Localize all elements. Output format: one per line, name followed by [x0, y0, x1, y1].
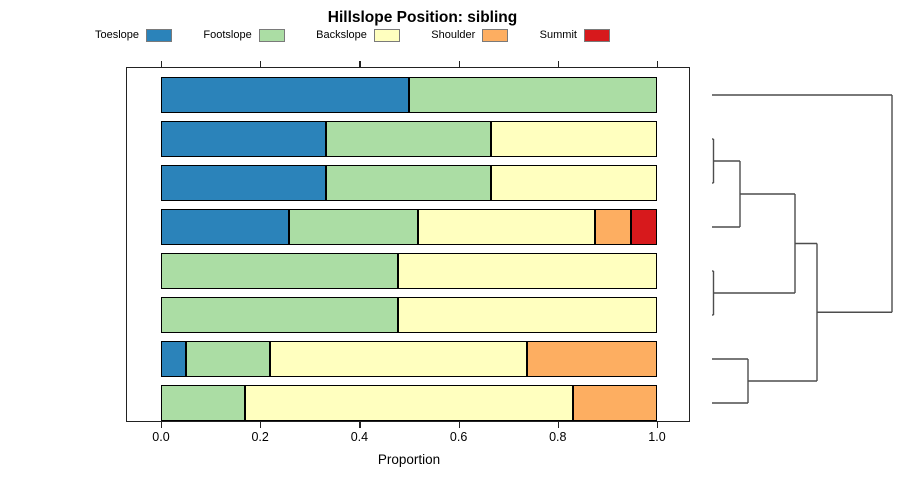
legend-label: Summit	[539, 29, 577, 41]
legend-item-summit: Summit	[539, 28, 610, 42]
stacked-bar-merkel	[161, 209, 657, 245]
bottom-axis-tick	[260, 422, 262, 428]
bar-segment-footslope	[409, 77, 657, 113]
x-tick-label: 0.2	[251, 430, 269, 444]
stacked-bar-pebcreek	[161, 253, 657, 289]
bar-segment-shoulder	[573, 385, 657, 421]
bar-segment-backslope	[398, 297, 657, 333]
legend: Toeslope Footslope Backslope Shoulder Summit	[95, 27, 610, 43]
stacked-bar-stapaloop	[161, 77, 657, 113]
bottom-axis-tick	[458, 422, 460, 428]
bar-segment-shoulder	[527, 341, 658, 377]
chart-title: Hillslope Position: sibling	[327, 9, 518, 26]
bar-segment-backslope	[417, 209, 595, 245]
bar-segment-footslope	[289, 209, 418, 245]
legend-item-footslope: Footslope	[203, 28, 285, 42]
bar-segment-backslope	[269, 341, 528, 377]
legend-swatch-icon	[373, 28, 400, 42]
bottom-axis-tick	[359, 422, 361, 428]
x-tick-label: 0.8	[549, 430, 567, 444]
x-axis-title: Proportion	[377, 452, 441, 467]
legend-swatch-icon	[146, 28, 173, 42]
bar-segment-toeslope	[161, 165, 327, 201]
bar-segment-backslope	[397, 253, 657, 289]
bottom-axis-tick	[161, 422, 163, 428]
x-tick-label: 1.0	[648, 430, 666, 444]
bar-segment-backslope	[491, 121, 657, 157]
bar-segment-toeslope	[161, 341, 187, 377]
stacked-bar-stepstone	[161, 121, 657, 157]
bar-segment-footslope	[161, 253, 398, 289]
top-axis-tick	[557, 61, 559, 67]
top-axis-tick	[161, 61, 163, 67]
stacked-bar-winkler	[161, 341, 658, 377]
legend-label: Toeslope	[95, 29, 140, 41]
bar-segment-toeslope	[161, 77, 409, 113]
stacked-bar-sacheen	[161, 165, 657, 201]
bar-segment-backslope	[244, 385, 574, 421]
legend-label: Shoulder	[431, 29, 476, 41]
legend-swatch-icon	[583, 28, 610, 42]
bar-segment-shoulder	[594, 209, 631, 245]
bar-segment-footslope	[161, 297, 399, 333]
top-axis-tick	[260, 61, 262, 67]
bottom-axis-tick	[657, 422, 659, 428]
bar-segment-footslope	[326, 165, 492, 201]
top-axis-tick	[657, 61, 659, 67]
legend-item-shoulder: Shoulder	[431, 28, 509, 42]
legend-label: Backslope	[316, 29, 367, 41]
x-tick-label: 0.6	[449, 430, 468, 444]
bottom-axis-tick	[557, 422, 559, 428]
stacked-bar-wapal	[161, 385, 657, 421]
bar-segment-summit	[630, 209, 657, 245]
stacked-bar-sitdown	[161, 297, 657, 333]
legend-label: Footslope	[203, 29, 252, 41]
legend-item-toeslope: Toeslope	[95, 28, 173, 42]
bar-segment-toeslope	[161, 121, 327, 157]
x-tick-label: 0.0	[152, 430, 170, 444]
legend-swatch-icon	[482, 28, 509, 42]
bar-segment-footslope	[186, 341, 270, 377]
legend-swatch-icon	[258, 28, 285, 42]
bar-segment-footslope	[161, 385, 245, 421]
legend-item-backslope: Backslope	[316, 28, 400, 42]
x-tick-label: 0.4	[350, 430, 369, 444]
bar-segment-toeslope	[161, 209, 290, 245]
top-axis-tick	[359, 61, 361, 67]
bar-segment-footslope	[326, 121, 492, 157]
top-axis-tick	[458, 61, 460, 67]
plot-box	[126, 67, 690, 422]
bar-segment-backslope	[491, 165, 657, 201]
